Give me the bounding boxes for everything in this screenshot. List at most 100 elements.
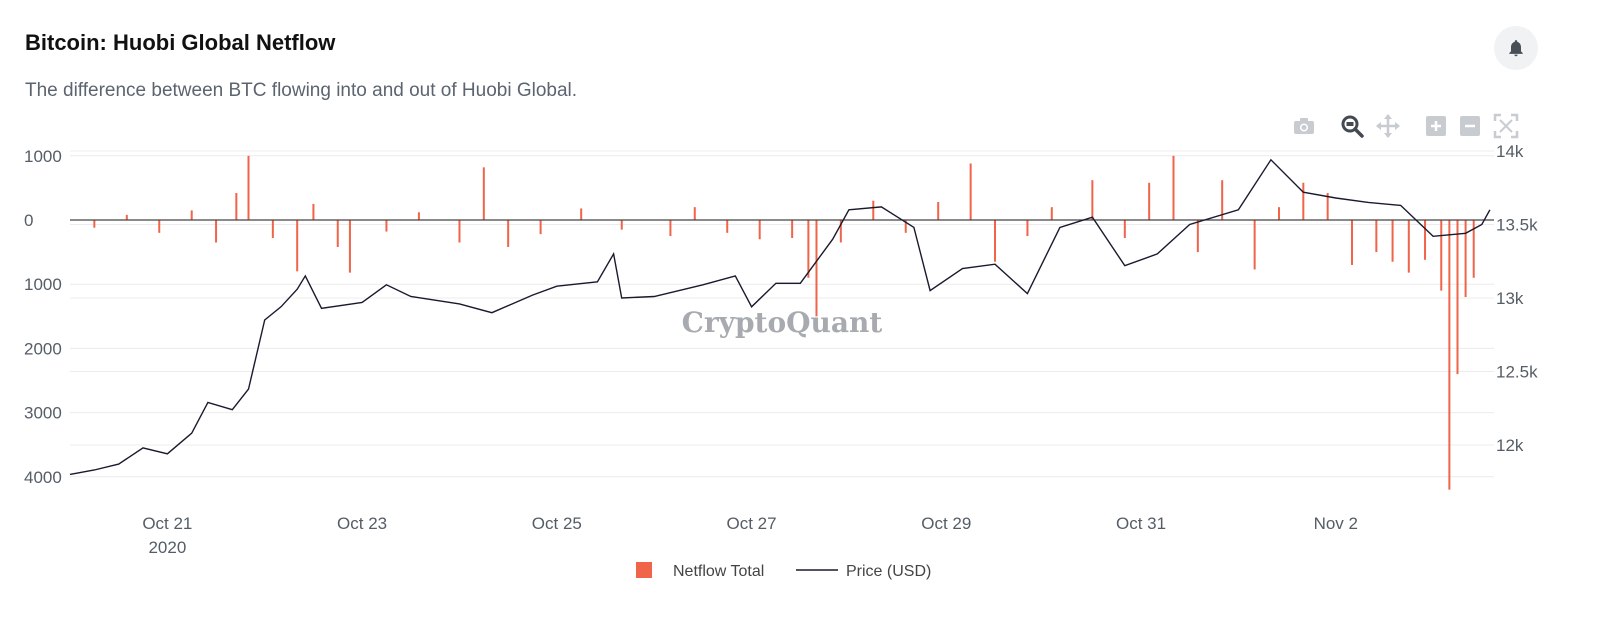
x-tick-4: Oct 29 [921, 514, 971, 533]
netflow-bars [93, 155, 1475, 490]
pan-icon [1376, 114, 1400, 138]
chart-legend[interactable]: Netflow Total Price (USD) [636, 562, 931, 580]
x-tick-1: Oct 23 [337, 514, 387, 533]
zoom-icon [1341, 115, 1364, 138]
netflow-bar-7 [271, 220, 274, 238]
netflow-bar-41 [1253, 220, 1256, 270]
netflow-bar-36 [1123, 220, 1126, 238]
netflow-bar-37 [1148, 182, 1151, 220]
right-y-axis: 12k 12.5k 13k 13.5k 14k [1496, 142, 1538, 455]
zoom-in-button[interactable] [1422, 112, 1450, 140]
netflow-bar-14 [458, 220, 461, 243]
x-tick-0: Oct 21 [142, 514, 192, 533]
netflow-bar-49 [1424, 220, 1427, 260]
netflow-bar-28 [872, 200, 875, 220]
netflow-bar-32 [993, 220, 996, 262]
x-tick-5: Oct 31 [1116, 514, 1166, 533]
netflow-bar-6 [247, 155, 250, 220]
autoscale-icon [1493, 113, 1519, 139]
netflow-bar-42 [1277, 207, 1280, 220]
y-right-tick-2: 13k [1496, 289, 1524, 308]
zoom-in-icon [1426, 116, 1446, 136]
netflow-bar-51 [1448, 220, 1451, 490]
autoscale-button[interactable] [1492, 112, 1520, 140]
y-right-tick-1: 12.5k [1496, 363, 1538, 382]
netflow-bar-47 [1391, 220, 1394, 262]
x-tick-2: Oct 25 [532, 514, 582, 533]
netflow-bar-4 [215, 220, 218, 243]
y-right-tick-0: 12k [1496, 436, 1524, 455]
netflow-bar-35 [1091, 180, 1094, 220]
alert-bell-button[interactable] [1494, 26, 1538, 70]
zoom-button[interactable] [1338, 112, 1366, 140]
netflow-bar-8 [296, 220, 299, 272]
netflow-bar-30 [937, 202, 940, 220]
legend-item-netflow[interactable]: Netflow Total [636, 562, 764, 580]
y-left-tick-4: 3000 [24, 404, 62, 423]
netflow-bar-54 [1472, 220, 1475, 278]
netflow-bar-27 [839, 220, 842, 243]
netflow-bar-13 [417, 212, 420, 220]
netflow-bar-12 [385, 220, 388, 232]
netflow-bar-24 [791, 220, 794, 238]
x-tick-6: Nov 2 [1314, 514, 1358, 533]
netflow-bar-53 [1464, 220, 1467, 298]
cryptoquant-watermark: CryptoQuant [682, 306, 883, 339]
netflow-bar-48 [1407, 220, 1410, 273]
netflow-bar-15 [482, 167, 485, 220]
netflow-bar-29 [904, 220, 907, 233]
netflow-bar-0 [93, 220, 96, 228]
download-plot-button[interactable] [1290, 112, 1318, 140]
netflow-bar-33 [1026, 220, 1029, 237]
netflow-bar-34 [1050, 207, 1053, 220]
netflow-bar-21 [693, 207, 696, 220]
x-tick-3: Oct 27 [727, 514, 777, 533]
y-right-tick-3: 13.5k [1496, 216, 1538, 235]
netflow-bar-19 [620, 220, 623, 230]
netflow-bar-52 [1456, 220, 1459, 375]
netflow-bar-22 [726, 220, 729, 233]
netflow-bar-23 [758, 220, 761, 240]
y-left-tick-2: 1000 [24, 275, 62, 294]
y-left-tick-0: 1000 [24, 147, 62, 166]
netflow-bar-1 [125, 214, 128, 220]
legend-price-label: Price (USD) [846, 563, 931, 580]
chart-subtitle: The difference between BTC flowing into … [25, 80, 578, 101]
netflow-bar-9 [312, 203, 315, 220]
netflow-bar-16 [507, 220, 510, 247]
netflow-bar-26 [815, 220, 818, 317]
zoom-out-button[interactable] [1456, 112, 1484, 140]
netflow-bar-18 [580, 208, 583, 220]
chart-title: Bitcoin: Huobi Global Netflow [25, 30, 336, 55]
y-left-tick-1: 0 [24, 211, 33, 230]
pan-button[interactable] [1374, 112, 1402, 140]
netflow-bar-46 [1375, 220, 1378, 253]
zoom-out-icon [1460, 116, 1480, 136]
netflow-bar-5 [235, 193, 238, 220]
netflow-bar-38 [1172, 155, 1175, 220]
netflow-bar-2 [158, 220, 161, 233]
netflow-bar-17 [539, 220, 542, 235]
netflow-bar-20 [669, 220, 672, 237]
netflow-bar-31 [969, 163, 972, 220]
price-line [69, 158, 1491, 476]
netflow-bar-3 [190, 210, 193, 220]
camera-icon [1294, 118, 1314, 134]
x-tick-year: 2020 [148, 538, 186, 557]
netflow-bar-11 [348, 220, 351, 273]
y-left-tick-5: 4000 [24, 468, 62, 487]
bell-icon [1509, 40, 1523, 57]
grid-lines [70, 150, 1494, 478]
x-axis: Oct 21 2020 Oct 23 Oct 25 Oct 27 Oct 29 Oct 31… [142, 514, 1358, 557]
legend-netflow-swatch [636, 562, 652, 578]
netflow-bar-50 [1440, 220, 1443, 291]
netflow-bar-44 [1326, 193, 1329, 220]
price-line-layer [69, 158, 1491, 476]
legend-item-price[interactable]: Price (USD) [796, 563, 931, 580]
netflow-bar-25 [807, 220, 810, 278]
netflow-bar-10 [336, 220, 339, 247]
netflow-bar-45 [1351, 220, 1354, 265]
y-left-tick-3: 2000 [24, 339, 62, 358]
y-right-tick-4: 14k [1496, 142, 1524, 161]
